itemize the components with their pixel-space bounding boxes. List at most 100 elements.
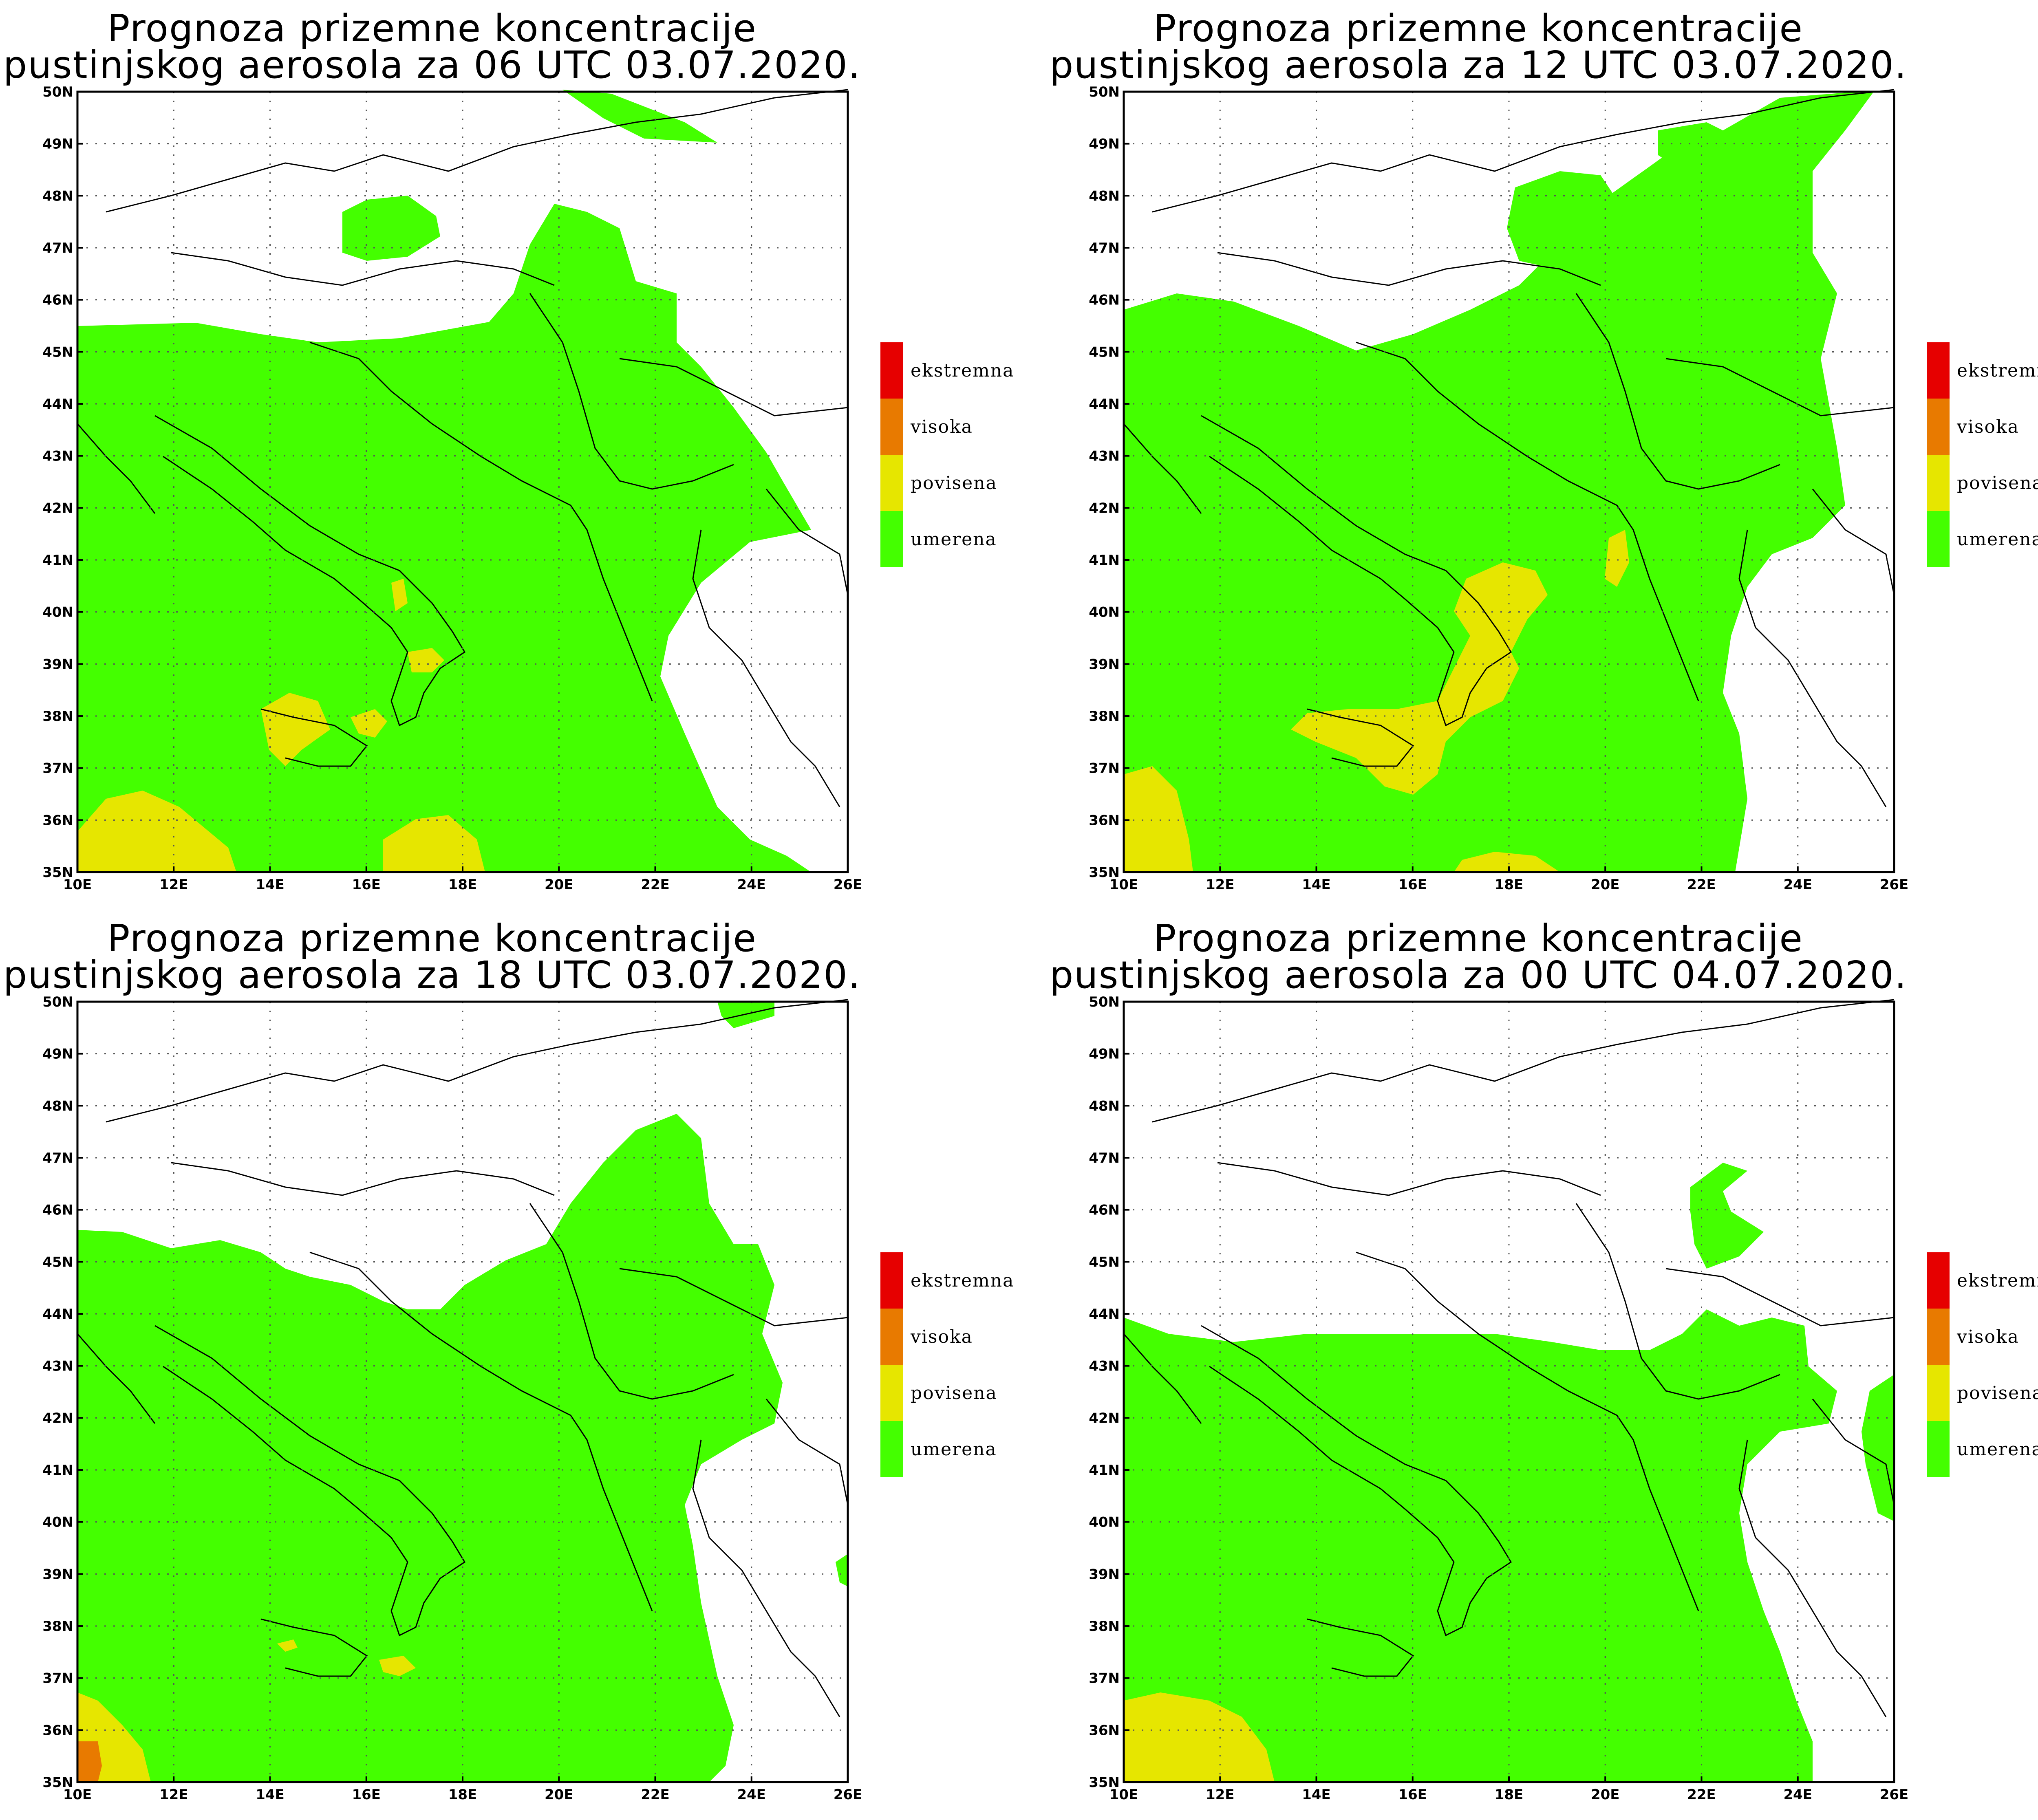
lon-tick-label: 10E — [1109, 1787, 1138, 1803]
coastlines-borders — [1123, 999, 1895, 1717]
field-povisena — [1605, 530, 1629, 587]
lat-tick-label: 35N — [1089, 864, 1120, 881]
legend-swatch — [1927, 399, 1950, 455]
lat-tick-label: 45N — [42, 344, 73, 360]
legend-label: umerena — [1957, 1439, 2038, 1460]
lon-tick-label: 26E — [834, 877, 862, 893]
lat-tick-label: 42N — [1089, 500, 1120, 516]
dust-concentration-map: 10E 12E 14E 16E 18E 20E 22E 24E 26E 35N 36N 37N 38N 3… — [1089, 84, 1908, 893]
coastlines-borders — [77, 999, 849, 1717]
lat-tick-label: 41N — [42, 552, 73, 568]
concentration-legend: ekstremna visoka povisena umerena — [1927, 1252, 2038, 1481]
lon-tick-label: 14E — [256, 1787, 285, 1803]
lat-tick-label: 40N — [42, 1514, 73, 1531]
field-umerena — [1124, 1309, 1837, 1782]
dust-concentration-map: 10E 12E 14E 16E 18E 20E 22E 24E 26E 35N 36N 37N 38N 3… — [42, 84, 862, 893]
legend-item-visoka: visoka — [880, 1309, 1052, 1365]
lat-tick-label: 50N — [42, 994, 73, 1010]
legend-swatch — [1927, 342, 1950, 399]
lat-tick-label: 47N — [42, 1150, 73, 1166]
legend-item-povisena: povisena — [880, 455, 1052, 511]
lat-tick-label: 46N — [42, 292, 73, 308]
field-povisena — [391, 579, 408, 611]
lat-tick-label: 49N — [1089, 136, 1120, 152]
legend-item-umerena: umerena — [880, 1421, 1052, 1477]
legend-item-ekstremna: ekstremna — [1927, 1252, 2038, 1309]
legend-label: povisena — [1957, 1383, 2038, 1404]
lon-tick-label: 24E — [737, 877, 766, 893]
legend-swatch — [880, 511, 903, 567]
concentration-legend: ekstremna visoka povisena umerena — [880, 342, 1052, 571]
lat-tick-label: 50N — [42, 84, 73, 100]
lon-tick-label: 22E — [641, 1787, 670, 1803]
field-umerena — [77, 1114, 783, 1782]
lat-tick-label: 38N — [1089, 708, 1120, 725]
legend-item-visoka: visoka — [880, 399, 1052, 455]
lon-tick-label: 10E — [1109, 877, 1138, 893]
axis-ticks: 10E 12E 14E 16E 18E 20E 22E 24E 26E 35N 36N 37N 38N 3… — [1089, 994, 1908, 1803]
legend-label: visoka — [1957, 1326, 2019, 1347]
axis-ticks: 10E 12E 14E 16E 18E 20E 22E 24E 26E 35N 36N 37N 38N 3… — [42, 994, 862, 1803]
lat-tick-label: 44N — [42, 396, 73, 412]
lat-tick-label: 37N — [42, 760, 73, 777]
lon-tick-label: 12E — [159, 1787, 188, 1803]
lon-tick-label: 22E — [1687, 1787, 1716, 1803]
coastlines-borders — [77, 89, 849, 807]
lat-tick-label: 50N — [1089, 994, 1120, 1010]
legend-label: povisena — [911, 473, 997, 494]
lat-tick-label: 36N — [42, 812, 73, 828]
lat-tick-label: 49N — [42, 1046, 73, 1062]
lon-tick-label: 26E — [834, 1787, 862, 1803]
lat-tick-label: 42N — [1089, 1410, 1120, 1426]
field-povisena — [351, 709, 387, 738]
legend-swatch — [880, 1421, 903, 1477]
dust-concentration-map: 10E 12E 14E 16E 18E 20E 22E 24E 26E 35N 36N 37N 38N 3… — [42, 994, 862, 1803]
lat-tick-label: 47N — [1089, 240, 1120, 256]
lon-tick-label: 24E — [1783, 877, 1812, 893]
lon-tick-label: 18E — [1495, 877, 1524, 893]
lon-tick-label: 14E — [1302, 877, 1331, 893]
lat-tick-label: 43N — [1089, 448, 1120, 465]
field-umerena — [1862, 1375, 1894, 1521]
legend-swatch — [880, 455, 903, 511]
lon-tick-label: 16E — [1398, 877, 1427, 893]
lon-tick-label: 22E — [1687, 877, 1716, 893]
lat-tick-label: 39N — [42, 656, 73, 672]
lat-tick-label: 47N — [1089, 1150, 1120, 1166]
axis-ticks: 10E 12E 14E 16E 18E 20E 22E 24E 26E 35N 36N 37N 38N 3… — [1089, 84, 1908, 893]
lon-tick-label: 16E — [352, 1787, 381, 1803]
lon-tick-label: 24E — [1783, 1787, 1812, 1803]
lon-tick-label: 16E — [1398, 1787, 1427, 1803]
legend-item-visoka: visoka — [1927, 399, 2038, 455]
lat-tick-label: 40N — [1089, 604, 1120, 621]
field-umerena — [77, 204, 811, 872]
lat-tick-label: 49N — [42, 136, 73, 152]
legend-label: ekstremna — [911, 360, 1015, 381]
legend-item-povisena: povisena — [880, 1365, 1052, 1421]
lon-tick-label: 24E — [737, 1787, 766, 1803]
legend-item-povisena: povisena — [1927, 455, 2038, 511]
legend-swatch — [1927, 455, 1950, 511]
panel-title-line1: Prognoza prizemne koncentracije — [1154, 7, 1803, 50]
lon-tick-label: 12E — [1206, 1787, 1235, 1803]
field-povisena — [277, 1639, 298, 1652]
field-visoka — [77, 1741, 102, 1782]
lat-tick-label: 44N — [1089, 1306, 1120, 1322]
lat-tick-label: 46N — [1089, 1202, 1120, 1218]
axis-ticks: 10E 12E 14E 16E 18E 20E 22E 24E 26E 35N 36N 37N 38N 3… — [42, 84, 862, 893]
lon-tick-label: 22E — [641, 877, 670, 893]
lon-tick-label: 20E — [545, 877, 573, 893]
lat-tick-label: 40N — [42, 604, 73, 621]
forecast-panel-12utc: Prognoza prizemne koncentracije pustinjs… — [1046, 0, 2038, 910]
dust-concentration-map: 10E 12E 14E 16E 18E 20E 22E 24E 26E 35N 36N 37N 38N 3… — [1089, 994, 1908, 1803]
field-umerena — [562, 90, 717, 143]
lon-tick-label: 16E — [352, 877, 381, 893]
lat-tick-label: 36N — [1089, 812, 1120, 828]
lon-tick-label: 10E — [63, 1787, 92, 1803]
legend-swatch — [1927, 1421, 1950, 1477]
legend-swatch — [880, 399, 903, 455]
lat-tick-label: 42N — [42, 500, 73, 516]
lat-tick-label: 42N — [42, 1410, 73, 1426]
forecast-panel-06utc: Prognoza prizemne koncentracije pustinjs… — [0, 0, 1046, 910]
concentration-fields — [77, 90, 811, 872]
